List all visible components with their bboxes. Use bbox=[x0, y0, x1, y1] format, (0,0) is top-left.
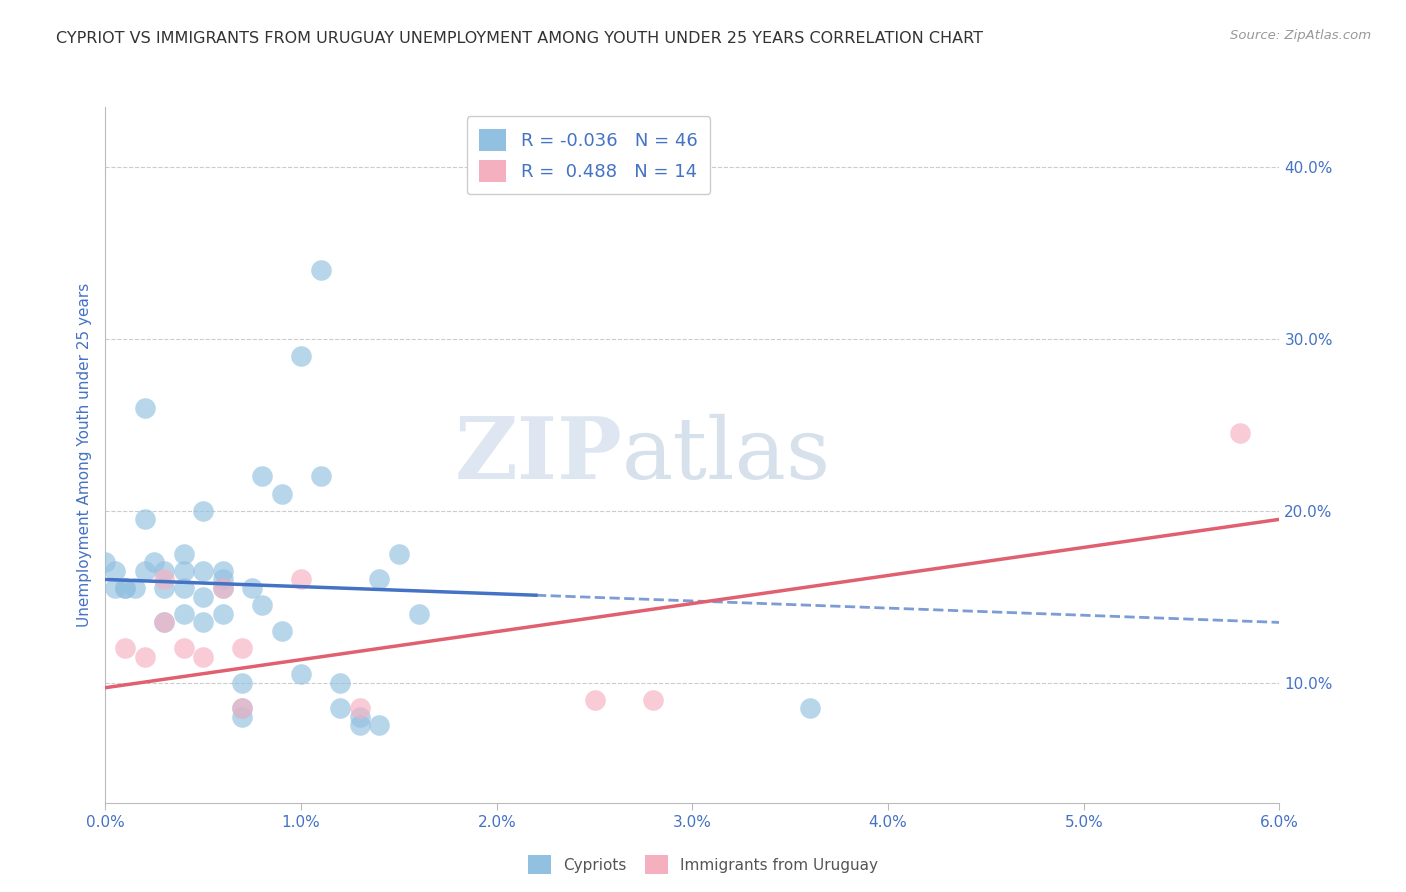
Text: atlas: atlas bbox=[621, 413, 831, 497]
Point bbox=[799, 701, 821, 715]
Point bbox=[211, 564, 233, 578]
Point bbox=[211, 573, 233, 587]
Point bbox=[134, 564, 156, 578]
Point bbox=[231, 701, 253, 715]
Point bbox=[231, 701, 253, 715]
Point bbox=[349, 718, 371, 732]
Point bbox=[124, 581, 146, 595]
Point bbox=[583, 692, 606, 706]
Point bbox=[368, 573, 391, 587]
Point bbox=[388, 547, 411, 561]
Text: Source: ZipAtlas.com: Source: ZipAtlas.com bbox=[1230, 29, 1371, 42]
Legend: R = -0.036   N = 46, R =  0.488   N = 14: R = -0.036 N = 46, R = 0.488 N = 14 bbox=[467, 116, 710, 194]
Point bbox=[193, 615, 215, 630]
Point bbox=[329, 701, 352, 715]
Point bbox=[250, 469, 273, 483]
Point bbox=[153, 615, 176, 630]
Y-axis label: Unemployment Among Youth under 25 years: Unemployment Among Youth under 25 years bbox=[76, 283, 91, 627]
Point bbox=[193, 564, 215, 578]
Point bbox=[153, 615, 176, 630]
Point bbox=[231, 675, 253, 690]
Point bbox=[309, 469, 332, 483]
Point bbox=[231, 641, 253, 656]
Point bbox=[134, 401, 156, 415]
Point bbox=[153, 564, 176, 578]
Point bbox=[173, 641, 195, 656]
Point bbox=[211, 581, 233, 595]
Point bbox=[250, 599, 273, 613]
Point bbox=[193, 590, 215, 604]
Point bbox=[408, 607, 430, 621]
Point bbox=[240, 581, 263, 595]
Point bbox=[153, 581, 176, 595]
Point bbox=[231, 710, 253, 724]
Point bbox=[290, 573, 312, 587]
Point bbox=[94, 555, 117, 569]
Point bbox=[104, 564, 127, 578]
Point bbox=[173, 581, 195, 595]
Point bbox=[1229, 426, 1251, 441]
Point bbox=[643, 692, 665, 706]
Point bbox=[329, 675, 352, 690]
Point bbox=[290, 667, 312, 681]
Point bbox=[349, 701, 371, 715]
Point bbox=[349, 710, 371, 724]
Point bbox=[173, 607, 195, 621]
Point bbox=[153, 573, 176, 587]
Point bbox=[104, 581, 127, 595]
Point bbox=[173, 564, 195, 578]
Legend: Cypriots, Immigrants from Uruguay: Cypriots, Immigrants from Uruguay bbox=[522, 849, 884, 880]
Point bbox=[290, 349, 312, 363]
Point bbox=[114, 641, 136, 656]
Point bbox=[114, 581, 136, 595]
Text: CYPRIOT VS IMMIGRANTS FROM URUGUAY UNEMPLOYMENT AMONG YOUTH UNDER 25 YEARS CORRE: CYPRIOT VS IMMIGRANTS FROM URUGUAY UNEMP… bbox=[56, 31, 983, 46]
Point bbox=[143, 555, 166, 569]
Point bbox=[211, 607, 233, 621]
Point bbox=[193, 504, 215, 518]
Point bbox=[173, 547, 195, 561]
Point bbox=[193, 649, 215, 664]
Point bbox=[114, 581, 136, 595]
Text: ZIP: ZIP bbox=[454, 413, 621, 497]
Point bbox=[270, 486, 292, 500]
Point bbox=[270, 624, 292, 638]
Point bbox=[309, 263, 332, 277]
Point bbox=[134, 649, 156, 664]
Point bbox=[134, 512, 156, 526]
Point bbox=[368, 718, 391, 732]
Point bbox=[211, 581, 233, 595]
